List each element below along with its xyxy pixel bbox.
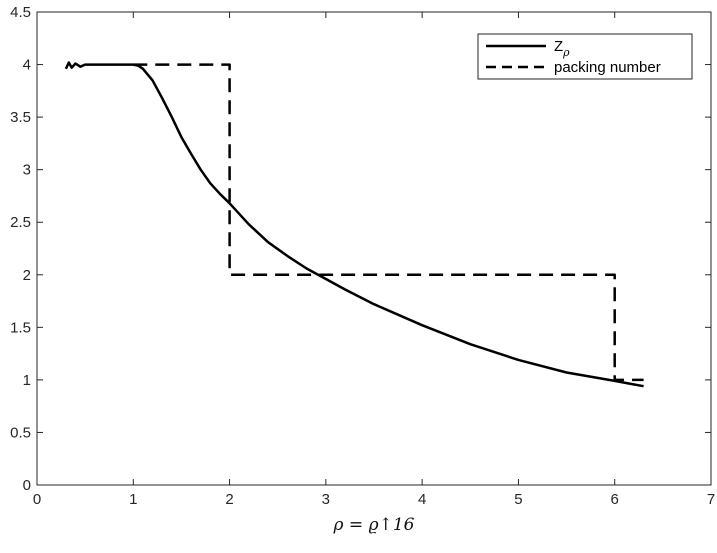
- series-layer: [64, 61, 644, 388]
- x-tick-label: 0: [33, 491, 41, 508]
- x-tick-label: 5: [514, 491, 522, 508]
- x-axis-label: ρ = ϱ↑16: [333, 515, 415, 535]
- x-tick-labels: 0 1 2 3 4 5 6 7: [33, 491, 715, 508]
- y-tick-label: 1.5: [10, 319, 31, 336]
- legend-entry-z-rho: Zρ: [554, 38, 570, 59]
- series-line-packing-number: [133, 63, 644, 382]
- y-tick-label: 0.5: [10, 424, 31, 441]
- legend-entry-z-rho-subscript: ρ: [562, 46, 570, 59]
- y-tick-label: 4: [23, 57, 31, 74]
- legend-box: [477, 33, 693, 80]
- x-tick-label: 1: [129, 491, 137, 508]
- x-tick-label: 6: [611, 491, 619, 508]
- x-tick-label: 3: [322, 491, 330, 508]
- y-tick-label: 1: [23, 372, 31, 389]
- axis-ticks: [36, 11, 712, 486]
- y-tick-label: 3.5: [10, 109, 31, 126]
- legend-entry-z-rho-name: Z: [554, 38, 563, 55]
- y-tick-label: 4.5: [10, 4, 31, 21]
- x-tick-label: 7: [707, 491, 715, 508]
- y-tick-labels: 0 0.5 1 1.5 2 2.5 3 3.5 4 4.5: [10, 4, 31, 494]
- legend-entry-packing-number: packing number: [554, 59, 661, 76]
- series-line-z-rho: [64, 61, 644, 388]
- y-tick-label: 2.5: [10, 214, 31, 231]
- x-tick-label: 2: [225, 491, 233, 508]
- y-tick-label: 2: [23, 267, 31, 284]
- x-tick-label: 4: [418, 491, 426, 508]
- legend: Zρ packing number: [477, 33, 693, 80]
- plot-area: [36, 11, 712, 486]
- y-tick-label: 3: [23, 162, 31, 179]
- y-tick-label: 0: [23, 477, 31, 494]
